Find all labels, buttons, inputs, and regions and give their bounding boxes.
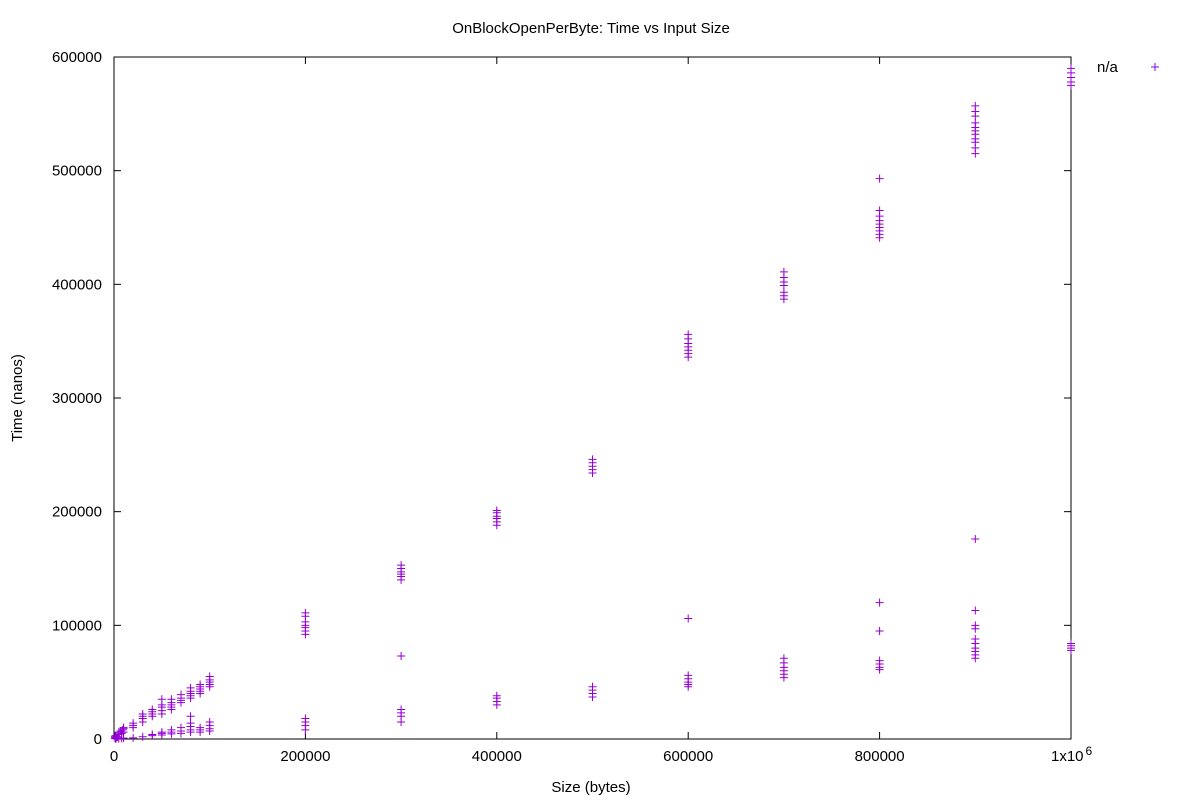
y-tick-label: 200000 (52, 504, 102, 521)
data-point (875, 206, 884, 215)
data-point (684, 671, 693, 680)
data-point (196, 680, 205, 689)
data-point (157, 695, 166, 704)
y-tick-label: 500000 (52, 163, 102, 180)
y-tick-label: 300000 (52, 390, 102, 407)
data-point (138, 709, 147, 718)
data-point (186, 719, 195, 728)
data-point (129, 719, 138, 728)
data-point (971, 101, 980, 110)
data-point (779, 654, 788, 663)
data-point (971, 606, 980, 615)
y-tick-label: 0 (94, 731, 102, 748)
x-axis-ticks: 0 200000 400000 600000 800000 1x10 6 (110, 57, 1093, 765)
data-point (779, 288, 788, 297)
data-point (397, 705, 406, 714)
data-point (397, 561, 406, 570)
data-point (176, 723, 185, 732)
data-point (119, 734, 128, 743)
data-point (971, 118, 980, 127)
data-point (196, 723, 205, 732)
data-point (1067, 64, 1075, 73)
data-point (176, 690, 185, 699)
data-point (205, 672, 214, 681)
x-tick-label: 0 (110, 748, 118, 765)
data-point (186, 683, 195, 692)
x-tick-label: 1x10 6 (1051, 744, 1093, 765)
data-point (397, 652, 406, 661)
data-point (148, 705, 157, 714)
data-point (301, 714, 310, 723)
legend-marker (1151, 63, 1159, 71)
legend-marker-plus (1151, 63, 1159, 71)
y-tick-label: 100000 (52, 617, 102, 634)
x-tick-label: 400000 (472, 748, 522, 765)
x-tick-label: 600000 (663, 748, 713, 765)
data-point (875, 598, 884, 607)
data-point (205, 717, 214, 726)
data-point (779, 267, 788, 276)
x-tick-label: 200000 (280, 748, 330, 765)
x-tick-label: 800000 (855, 748, 905, 765)
data-point (492, 691, 501, 700)
data-point (971, 621, 980, 630)
y-tick-label: 600000 (52, 49, 102, 66)
y-tick-label: 400000 (52, 276, 102, 293)
data-point (588, 682, 597, 691)
y-axis-label: Time (nanos) (9, 354, 26, 442)
data-point (167, 695, 176, 704)
data-point (875, 627, 884, 636)
data-point (118, 725, 127, 734)
data-point (138, 732, 147, 741)
plot-frame (113, 56, 1072, 740)
chart-title: OnBlockOpenPerByte: Time vs Input Size (452, 20, 730, 37)
data-point (148, 730, 157, 739)
data-point (301, 608, 310, 617)
data-point (129, 733, 138, 742)
data-point (588, 455, 597, 464)
data-point (119, 723, 128, 732)
data-point (971, 634, 980, 643)
data-point (167, 725, 176, 734)
y-axis-ticks: 0 100000 200000 300000 400000 500000 600000 (52, 49, 1071, 748)
data-point (875, 656, 884, 665)
legend: n/a (1097, 59, 1159, 76)
data-point (1067, 639, 1075, 648)
data-point (684, 330, 693, 339)
data-point (875, 174, 884, 183)
x-axis-label: Size (bytes) (551, 779, 630, 796)
data-point (684, 614, 693, 623)
data-point (186, 712, 195, 721)
x-tick-superscript: 6 (1086, 744, 1093, 758)
data-point (157, 728, 166, 737)
data-point (971, 534, 980, 543)
legend-label: n/a (1097, 59, 1119, 76)
data-points (110, 64, 1075, 743)
data-point (492, 506, 501, 515)
